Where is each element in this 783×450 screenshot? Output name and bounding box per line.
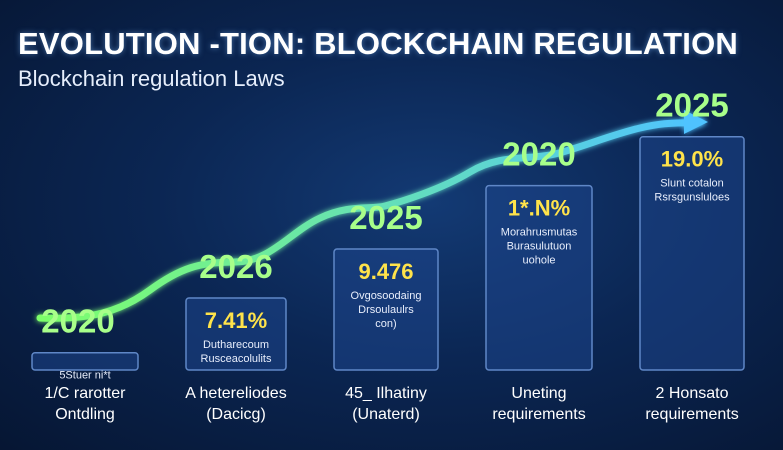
value-label-3: 1*.N% bbox=[508, 196, 570, 221]
growth-trend-arrow bbox=[36, 118, 704, 322]
caption-3-1: requirements bbox=[492, 406, 585, 423]
caption-2-1: (Unaterd) bbox=[352, 406, 420, 423]
bar-0 bbox=[31, 351, 139, 371]
bar-description-4-1: Rsrsgunsluloes bbox=[654, 192, 730, 204]
bar-description-1-0: Dutharecoum bbox=[203, 339, 269, 351]
bar-description-4-0: Slunt cotalon bbox=[660, 178, 724, 190]
bar-3 bbox=[485, 184, 593, 371]
category-label-0: 2020 bbox=[41, 303, 114, 340]
bar-description-3-1: Burasulutuon bbox=[507, 241, 572, 253]
category-label-3: 2020 bbox=[502, 136, 575, 173]
category-label-1: 2026 bbox=[199, 248, 272, 285]
chart-subtitle: Blockchain regulation Laws bbox=[18, 66, 285, 91]
bar-2 bbox=[333, 248, 439, 371]
caption-1-0: A hetereliodes bbox=[185, 385, 286, 402]
bar-description-2-0: Ovgosoodaing bbox=[351, 290, 422, 302]
bar-description-1-1: Rusceacolulits bbox=[201, 353, 272, 365]
bar-description-3-0: Morahrusmutas bbox=[501, 227, 578, 239]
bar-description-3-2: uohole bbox=[522, 255, 555, 267]
chart-title: EVOLUTION -TION: BLOCKCHAIN REGULATION bbox=[18, 26, 738, 61]
caption-3-0: Uneting bbox=[511, 385, 566, 402]
value-label-4: 19.0% bbox=[661, 147, 723, 172]
caption-0-0: 1/C rarotter bbox=[45, 385, 127, 402]
caption-0-1: Ontdling bbox=[55, 406, 115, 423]
bar-description-2-1: Drsoulaulrs bbox=[358, 304, 414, 316]
growth-arrow-head bbox=[684, 110, 708, 134]
category-label-2: 2025 bbox=[349, 199, 422, 236]
value-label-1: 7.41% bbox=[205, 308, 267, 333]
bar-description-2-2: con) bbox=[375, 318, 396, 330]
bar-1 bbox=[185, 297, 287, 371]
category-label-4: 2025 bbox=[655, 87, 728, 124]
bar-4 bbox=[639, 135, 745, 371]
caption-1-1: (Dacicg) bbox=[206, 406, 266, 423]
caption-2-0: 45_ Ilhatiny bbox=[345, 385, 427, 402]
value-label-2: 9.476 bbox=[358, 259, 413, 284]
bar-description-0-0: 5Stuer ni*t bbox=[59, 370, 110, 382]
caption-4-1: requirements bbox=[645, 406, 738, 423]
caption-4-0: 2 Honsato bbox=[656, 385, 729, 402]
